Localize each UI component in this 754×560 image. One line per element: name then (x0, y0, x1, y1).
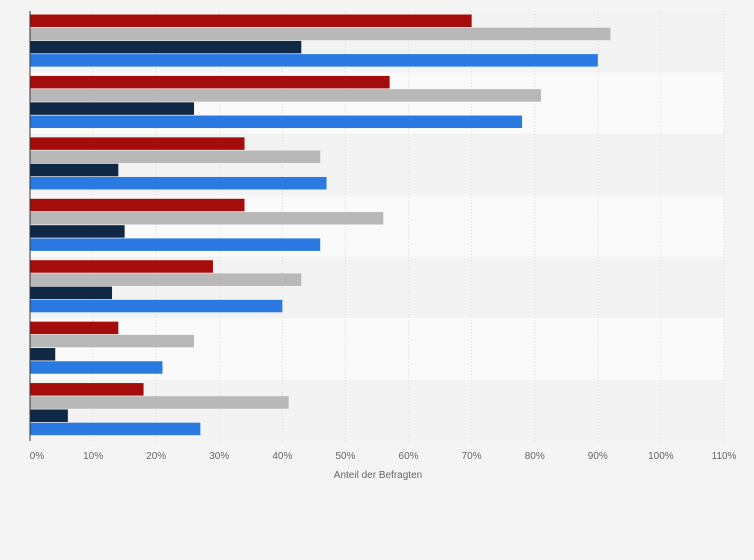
bar (30, 115, 523, 129)
bar (30, 238, 321, 251)
bar (30, 150, 321, 164)
bar (30, 102, 195, 115)
x-tick-label: 30% (209, 451, 229, 462)
x-tick-label: 80% (525, 451, 545, 462)
bar (30, 286, 113, 300)
bar (30, 40, 302, 54)
bar (30, 299, 283, 313)
x-tick-label: 90% (588, 451, 608, 462)
x-tick-label: 10% (83, 451, 103, 462)
bar (30, 422, 201, 436)
bar (30, 176, 327, 190)
bar (30, 75, 390, 89)
x-tick-label: 60% (399, 451, 419, 462)
bar (30, 54, 598, 67)
x-axis-title: Anteil der Befragten (334, 470, 422, 481)
x-tick-labels: 0% 10% 20% 30% 40% 50% 60% 70% 80% 90% 100% 110% (30, 451, 737, 462)
bar (30, 383, 144, 396)
bar (30, 89, 542, 102)
bar (30, 348, 56, 361)
x-tick-label: 100% (648, 451, 674, 462)
x-tick-label: 0% (30, 451, 45, 462)
bar (30, 27, 611, 41)
bar (30, 137, 245, 150)
bar (30, 198, 245, 212)
x-tick-label: 20% (146, 451, 166, 462)
bar (30, 321, 119, 335)
bar (30, 260, 213, 273)
bar (30, 273, 302, 286)
bar (30, 14, 472, 27)
bar (30, 361, 163, 374)
x-tick-label: 40% (272, 451, 292, 462)
bar (30, 225, 125, 238)
bars (30, 14, 611, 436)
x-tick-label: 50% (335, 451, 355, 462)
bar (30, 334, 195, 348)
row-bands (30, 11, 724, 441)
bar (30, 396, 289, 409)
bar (30, 211, 384, 225)
x-tick-label: 110% (712, 451, 737, 462)
x-tick-label: 70% (462, 451, 482, 462)
bar (30, 163, 119, 177)
bar (30, 409, 68, 422)
